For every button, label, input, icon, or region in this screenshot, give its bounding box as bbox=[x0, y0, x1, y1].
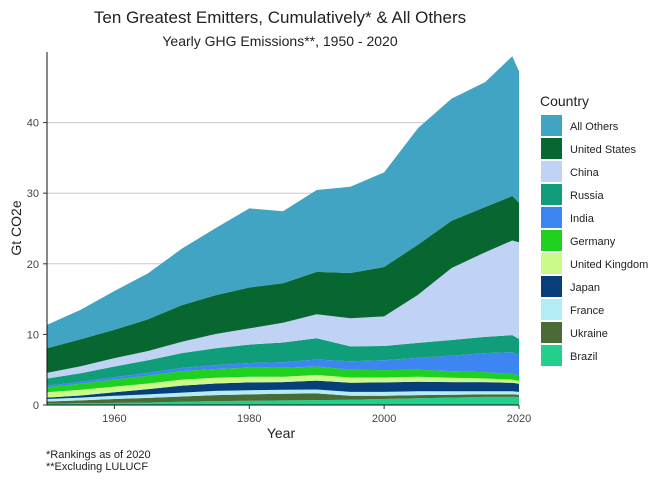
area-united-kingdom bbox=[47, 375, 519, 398]
area-ukraine bbox=[47, 393, 519, 404]
legend-label-japan: Japan bbox=[570, 282, 600, 294]
area-france bbox=[47, 389, 519, 402]
area-russia bbox=[47, 335, 519, 386]
y-tick-label-20: 20 bbox=[27, 259, 39, 271]
area-japan bbox=[47, 380, 519, 399]
footnote-lulucf: **Excluding LULUCF bbox=[46, 461, 148, 473]
area-layers bbox=[47, 56, 519, 405]
legend-label-united-kingdom: United Kingdom bbox=[570, 259, 648, 271]
legend-swatch-germany bbox=[541, 230, 562, 251]
x-tick-label-2000: 2000 bbox=[372, 413, 396, 425]
y-axis-label: Gt CO2e bbox=[8, 200, 24, 255]
chart-subtitle: Yearly GHG Emissions**, 1950 - 2020 bbox=[162, 33, 397, 49]
chart-title: Ten Greatest Emitters, Cumulatively* & A… bbox=[94, 8, 466, 27]
area-germany bbox=[47, 366, 519, 393]
x-tick-label-1960: 1960 bbox=[102, 413, 126, 425]
x-tick-label-1980: 1980 bbox=[237, 413, 261, 425]
x-axis-label: Year bbox=[267, 425, 296, 441]
legend-swatch-france bbox=[541, 299, 562, 320]
area-china bbox=[47, 240, 519, 379]
legend-title: Country bbox=[540, 93, 589, 109]
x-tick-label-2020: 2020 bbox=[507, 413, 531, 425]
legend-swatch-brazil bbox=[541, 345, 562, 366]
area-all-others bbox=[47, 56, 519, 349]
y-tick-label-40: 40 bbox=[27, 118, 39, 130]
area-brazil bbox=[47, 396, 519, 405]
legend: All Others United States China Russia India G… bbox=[541, 115, 648, 366]
legend-label-united-states: United States bbox=[570, 144, 637, 156]
legend-label-germany: Germany bbox=[570, 236, 616, 248]
legend-label-brazil: Brazil bbox=[570, 351, 598, 363]
legend-swatch-india bbox=[541, 207, 562, 228]
footnote-rankings: *Rankings as of 2020 bbox=[46, 449, 151, 461]
y-tick-label-30: 30 bbox=[27, 188, 39, 200]
legend-swatch-all-others bbox=[541, 115, 562, 136]
y-tick-label-10: 10 bbox=[27, 329, 39, 341]
axes: 0 10 20 30 40 1960 1980 2000 2020 bbox=[27, 52, 531, 425]
legend-label-india: India bbox=[570, 213, 595, 225]
legend-label-all-others: All Others bbox=[570, 121, 619, 133]
legend-swatch-russia bbox=[541, 184, 562, 205]
legend-swatch-japan bbox=[541, 276, 562, 297]
legend-label-china: China bbox=[570, 167, 600, 179]
legend-label-france: France bbox=[570, 305, 604, 317]
area-united-states bbox=[47, 196, 519, 373]
legend-swatch-united-kingdom bbox=[541, 253, 562, 274]
legend-label-ukraine: Ukraine bbox=[570, 328, 608, 340]
legend-swatch-china bbox=[541, 161, 562, 182]
area-india bbox=[47, 352, 519, 388]
legend-swatch-united-states bbox=[541, 138, 562, 159]
legend-swatch-ukraine bbox=[541, 322, 562, 343]
y-tick-label-0: 0 bbox=[33, 400, 39, 412]
legend-label-russia: Russia bbox=[570, 190, 605, 202]
